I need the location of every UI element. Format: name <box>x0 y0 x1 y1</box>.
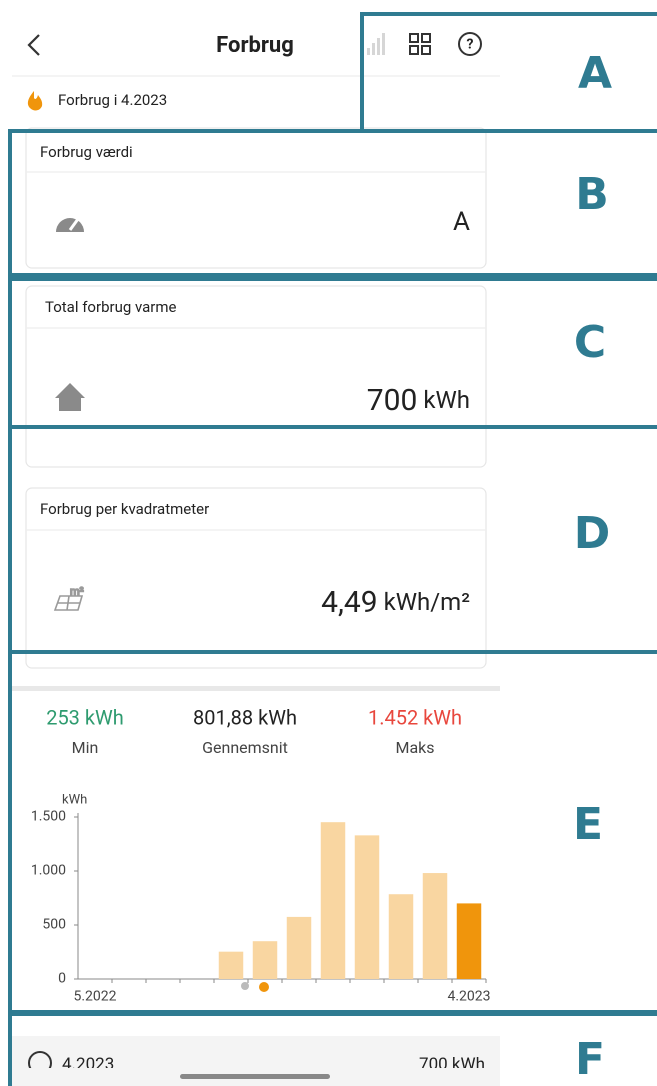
back-button[interactable] <box>27 34 40 56</box>
stat-label: Min <box>72 738 99 757</box>
subheader: Forbrug i 4.2023 <box>58 91 167 109</box>
card-value: 4,49 kWh/m² <box>321 585 470 620</box>
stat-value: 1.452 kWh <box>368 705 462 729</box>
bar <box>252 941 278 979</box>
stat-label: Maks <box>395 738 434 757</box>
card-title: Forbrug per kvadratmeter <box>40 500 209 518</box>
annotation-label: B <box>575 169 609 220</box>
page-dot-active <box>259 982 269 992</box>
bar <box>388 894 414 979</box>
annotation-label: C <box>574 317 606 368</box>
annotation-box <box>360 12 657 133</box>
card <box>25 127 487 269</box>
card-value: A <box>453 207 470 237</box>
svg-text:?: ? <box>467 37 474 53</box>
y-axis-label: kWh <box>62 792 87 807</box>
annotation-label: F <box>575 1034 605 1085</box>
value: 4,49 <box>321 585 377 620</box>
annotation-label: E <box>573 799 603 850</box>
section-divider <box>12 686 500 691</box>
y-tick-label: 1.500 <box>31 809 66 825</box>
value: 700 <box>367 383 418 418</box>
stat-value: 253 kWh <box>46 705 124 729</box>
gauge-icon <box>56 218 84 232</box>
card <box>25 285 487 468</box>
annotation-box <box>8 1012 657 1086</box>
annotation-box <box>8 129 657 277</box>
card-title: Total forbrug varme <box>45 298 177 316</box>
bar <box>422 873 448 979</box>
bar <box>286 916 312 979</box>
stat-value: 801,88 kWh <box>193 705 297 729</box>
area-icon: m² <box>53 584 84 611</box>
y-tick-label: 1.000 <box>31 863 66 879</box>
card-title: Forbrug værdi <box>40 143 133 161</box>
page-dot <box>241 982 249 990</box>
bar <box>218 951 244 979</box>
bar <box>456 903 482 979</box>
help-icon[interactable]: ? <box>458 32 482 56</box>
unit: kWh/m² <box>384 588 470 616</box>
y-tick-label: 0 <box>58 971 66 987</box>
bar <box>354 835 380 979</box>
bar <box>320 822 346 979</box>
header-title: Forbrug <box>216 33 294 58</box>
signal-icon <box>367 33 385 55</box>
flame-icon <box>27 91 43 111</box>
card-value: 700 kWh <box>367 383 470 418</box>
annotation-label: A <box>578 48 612 99</box>
card <box>25 487 487 669</box>
x-tick-label: 4.2023 <box>447 989 490 1005</box>
x-tick-label: 5.2022 <box>73 989 116 1005</box>
svg-text:m²: m² <box>70 585 84 598</box>
gesture-handle[interactable] <box>180 1074 330 1079</box>
stat-label: Gennemsnit <box>202 738 288 757</box>
house-icon <box>55 383 85 411</box>
y-tick-label: 500 <box>42 917 66 933</box>
layout-icon[interactable] <box>409 33 431 55</box>
unit: kWh <box>423 386 470 414</box>
annotation-label: D <box>574 508 611 559</box>
